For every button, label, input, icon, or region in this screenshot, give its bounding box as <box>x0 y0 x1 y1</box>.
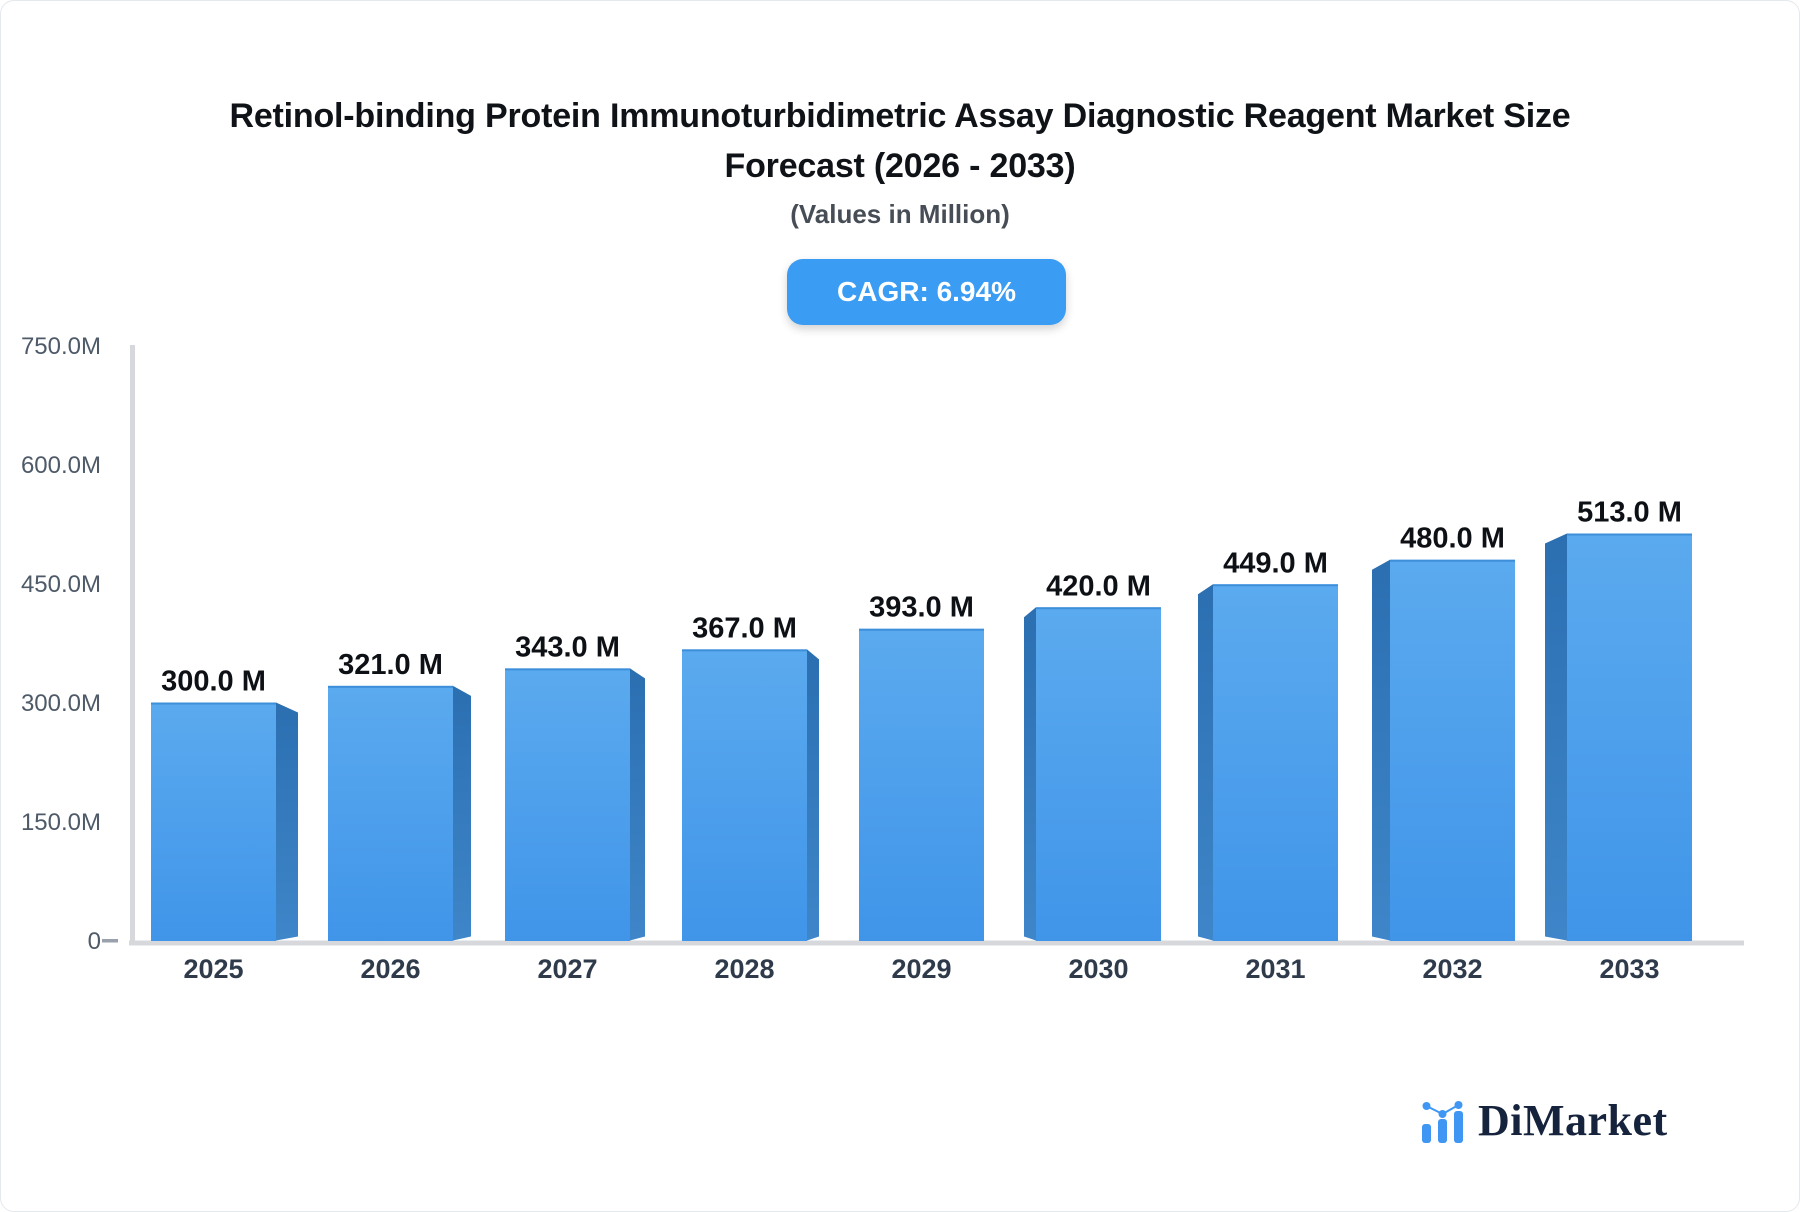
y-tick-label: 300.0M <box>21 690 101 717</box>
bar-2028 <box>682 649 807 941</box>
bar-2026 <box>328 685 453 941</box>
bar-side-2027 <box>630 668 645 941</box>
brand-name: DiMarket <box>1478 1096 1668 1145</box>
x-tick-label: 2030 <box>1068 954 1128 984</box>
mini-bar-chart-icon <box>1422 1101 1463 1143</box>
x-tick-label: 2028 <box>714 954 774 984</box>
bar-side-2030 <box>1024 607 1036 941</box>
x-tick-label: 2032 <box>1422 954 1482 984</box>
x-tick-label: 2031 <box>1245 954 1305 984</box>
bar-2032 <box>1390 559 1515 941</box>
x-tick-label: 2027 <box>537 954 597 984</box>
bar-value-label: 393.0 M <box>869 592 974 624</box>
bar-value-label: 449.0 M <box>1223 547 1328 579</box>
bar-value-label: 321.0 M <box>338 649 443 681</box>
bar-2025 <box>151 702 276 941</box>
bar-value-label: 420.0 M <box>1046 570 1151 602</box>
bar-side-2028 <box>807 649 819 941</box>
y-tick-label: 450.0M <box>21 571 101 598</box>
bar-value-label: 480.0 M <box>1400 523 1505 555</box>
bar-side-2026 <box>453 685 471 941</box>
x-axis-baseline <box>129 940 1744 946</box>
bar-side-2031 <box>1198 584 1213 941</box>
bar-2031 <box>1213 584 1338 941</box>
y-tick-label: 750.0M <box>21 333 101 360</box>
x-tick-label: 2033 <box>1599 954 1659 984</box>
y-axis-line <box>130 345 135 943</box>
y-tick-label: 600.0M <box>21 452 101 479</box>
chart-subtitle: (Values in Million) <box>790 199 1010 229</box>
bar-side-2025 <box>276 702 298 941</box>
bar-value-label: 513.0 M <box>1577 497 1682 529</box>
x-tick-label: 2029 <box>891 954 951 984</box>
bar-2029 <box>859 628 984 941</box>
brand-logo: DiMarket <box>1419 1095 1668 1147</box>
bar-value-label: 367.0 M <box>692 612 797 644</box>
x-tick-label: 2026 <box>360 954 420 984</box>
y-tick-label: 150.0M <box>21 809 101 836</box>
y-tick-label: 0 <box>88 928 101 955</box>
x-tick-label: 2025 <box>183 954 243 984</box>
bar-value-label: 343.0 M <box>515 631 620 663</box>
bar-2030 <box>1036 607 1161 941</box>
bar-value-label: 300.0 M <box>161 666 266 698</box>
cagr-badge: CAGR: 6.94% <box>787 259 1066 325</box>
zero-tick-dash <box>102 939 118 943</box>
bar-2027 <box>505 668 630 941</box>
bar-2033 <box>1567 533 1692 941</box>
bar-side-2032 <box>1372 559 1390 941</box>
chart-title-line2: Forecast (2026 - 2033) <box>724 147 1076 185</box>
bar-side-2033 <box>1545 533 1567 941</box>
chart-title-line1: Retinol-binding Protein Immunoturbidimet… <box>229 97 1571 135</box>
